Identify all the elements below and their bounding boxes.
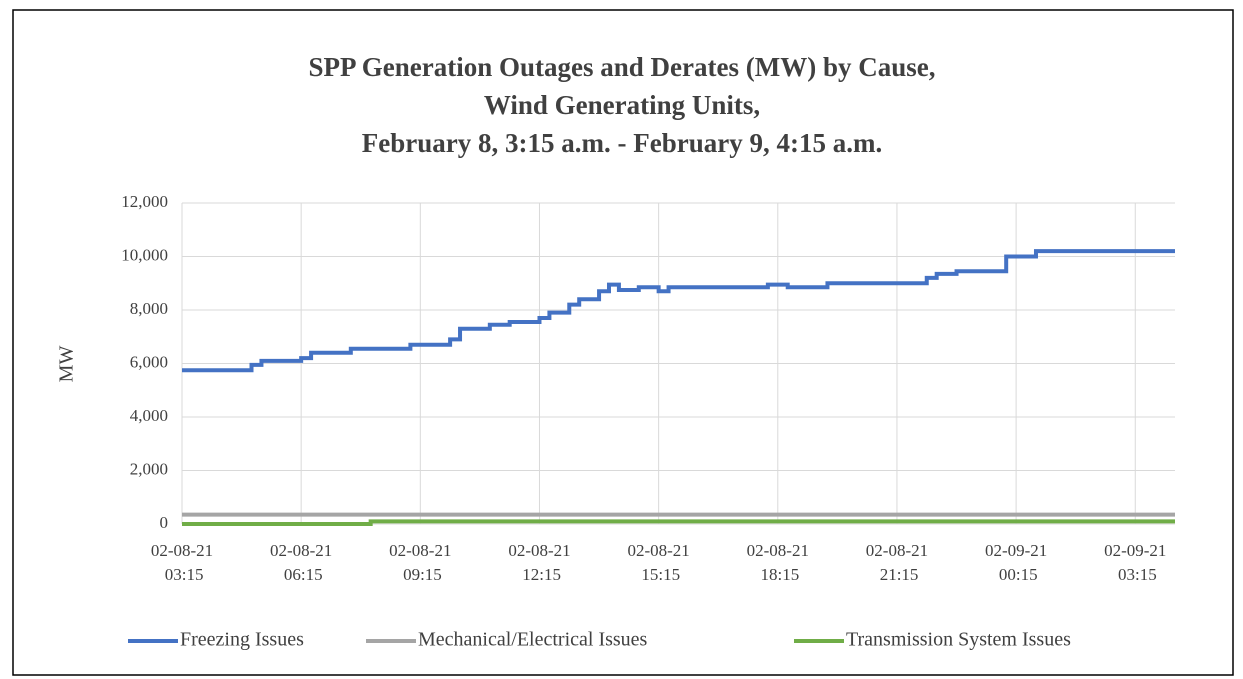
y-axis-label: MW xyxy=(56,346,78,383)
chart-title: February 8, 3:15 a.m. - February 9, 4:15… xyxy=(362,128,882,158)
y-tick-label: 6,000 xyxy=(130,352,168,371)
x-tick-label: 02-09-21 03:15 xyxy=(1104,541,1166,584)
chart-title: Wind Generating Units, xyxy=(484,90,760,120)
x-tick-label: 02-08-21 09:15 xyxy=(389,541,451,584)
y-tick-label: 12,000 xyxy=(121,192,168,211)
x-tick-label: 02-08-21 03:15 xyxy=(151,541,213,584)
x-tick-label: 02-08-21 12:15 xyxy=(508,541,570,584)
y-tick-label: 10,000 xyxy=(121,245,168,264)
x-tick-label: 02-08-21 21:15 xyxy=(866,541,928,584)
legend-label: Mechanical/Electrical Issues xyxy=(418,629,648,651)
legend-label: Freezing Issues xyxy=(180,629,304,651)
series-line xyxy=(182,249,1175,373)
y-tick-label: 4,000 xyxy=(130,406,168,425)
y-tick-label: 8,000 xyxy=(130,299,168,318)
x-tick-label: 02-09-21 00:15 xyxy=(985,541,1047,584)
series-line xyxy=(182,519,1175,526)
x-tick-label: 02-08-21 06:15 xyxy=(270,541,332,584)
y-tick-label: 2,000 xyxy=(130,459,168,478)
chart-title: SPP Generation Outages and Derates (MW) … xyxy=(309,52,936,82)
x-tick-label: 02-08-21 18:15 xyxy=(747,541,809,584)
chart-border xyxy=(12,9,1234,676)
legend-label: Transmission System Issues xyxy=(846,629,1071,651)
x-tick-label: 02-08-21 15:15 xyxy=(627,541,689,584)
y-tick-label: 0 xyxy=(160,513,169,532)
